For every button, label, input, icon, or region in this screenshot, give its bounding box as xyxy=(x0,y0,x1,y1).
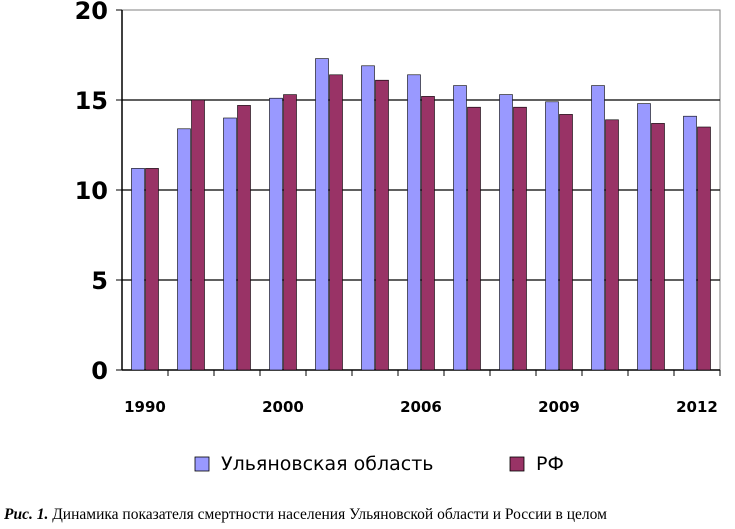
bar-series-2 xyxy=(513,106,527,371)
bar-series-2 xyxy=(191,99,205,371)
caption-text: Динамика показателя смертности населения… xyxy=(48,506,607,523)
bar-series-1 xyxy=(223,117,237,371)
bar-series-1 xyxy=(499,94,513,371)
bar-series-2 xyxy=(605,119,619,371)
y-tick-label: 20 xyxy=(75,0,108,25)
bar-series-1 xyxy=(591,85,605,371)
x-tick-label: 2012 xyxy=(676,398,718,416)
bar-series-1 xyxy=(407,74,421,371)
legend-swatch-1 xyxy=(194,456,210,472)
bar-series-1 xyxy=(683,115,697,371)
bar-series-1 xyxy=(545,101,559,371)
bar-series-2 xyxy=(329,74,343,371)
bar-series-1 xyxy=(315,58,329,371)
bar-series-1 xyxy=(269,97,283,371)
x-tick-label: 1990 xyxy=(124,398,166,416)
bar-chart: 0 5 10 15 20 1990 2000 2006 2009 2012 Ульяновская … xyxy=(75,0,721,475)
bar-series-2 xyxy=(375,79,389,371)
bar-series-1 xyxy=(637,103,651,371)
bar-series-2 xyxy=(421,96,435,371)
legend-swatch-2 xyxy=(509,456,525,472)
y-tick-label: 5 xyxy=(91,267,108,295)
bar-series-2 xyxy=(651,123,665,371)
bar-series-1 xyxy=(177,128,191,371)
bar-series-1 xyxy=(131,168,145,371)
y-tick-label: 0 xyxy=(91,357,108,385)
figure-caption: Рис. 1. Динамика показателя смертности н… xyxy=(4,506,735,524)
bar-series-2 xyxy=(697,126,711,371)
x-tick-label: 2006 xyxy=(400,398,442,416)
bar-series-2 xyxy=(145,168,159,371)
caption-lead: Рис. 1. xyxy=(4,506,49,523)
y-tick-label: 15 xyxy=(75,87,108,115)
x-tick-label: 2000 xyxy=(262,398,304,416)
bar-series-1 xyxy=(361,65,375,371)
bar-series-2 xyxy=(467,106,481,371)
bar-series-2 xyxy=(559,114,573,371)
bar-series-1 xyxy=(453,85,467,371)
bar-series-2 xyxy=(237,105,251,371)
bar-series-2 xyxy=(283,94,297,371)
x-tick-label: 2009 xyxy=(538,398,580,416)
legend-label-1: Ульяновская область xyxy=(221,453,433,475)
legend-label-2: РФ xyxy=(536,453,564,475)
y-tick-label: 10 xyxy=(75,177,108,205)
